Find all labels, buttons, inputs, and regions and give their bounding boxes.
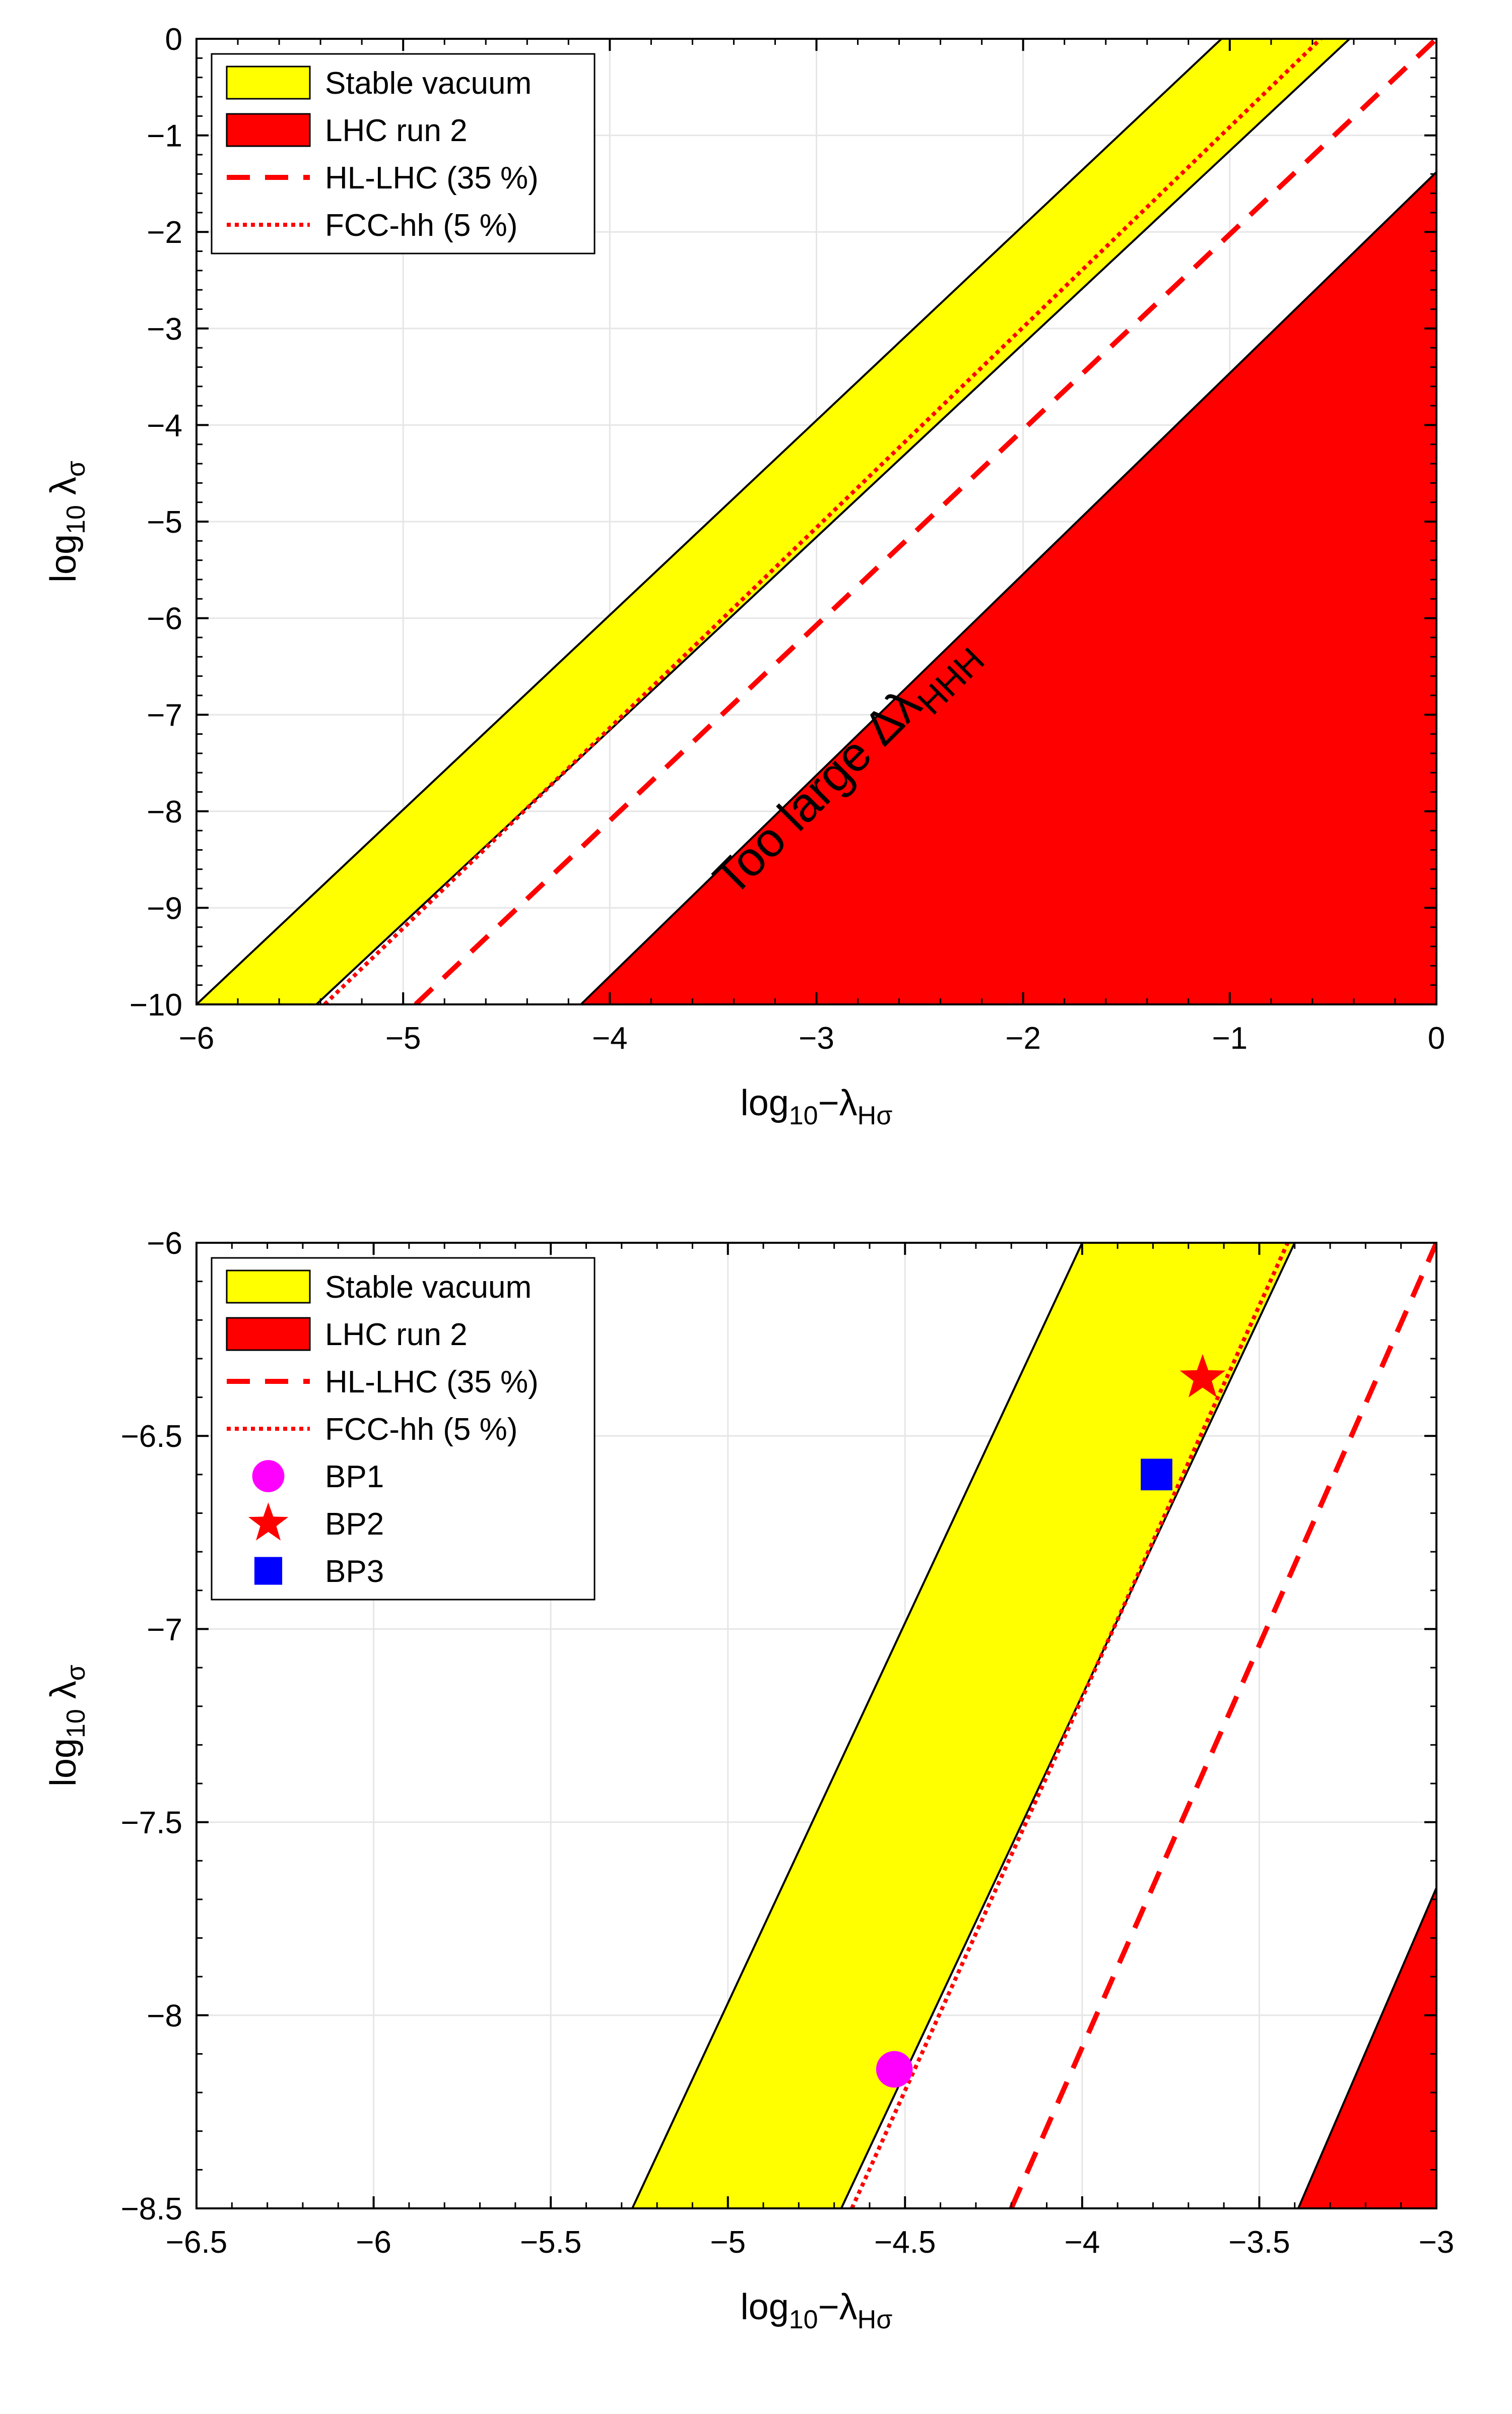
x-tick-label: −3: [1419, 2225, 1455, 2260]
legend-label: BP2: [325, 1507, 384, 1542]
x-tick-label: −1: [1212, 1021, 1247, 1056]
x-axis-label-subscript: Hσ: [858, 1101, 893, 1130]
bottom-chart-panel: −6.5 −6 −5.5 −5 −4.5 −4 −3.5 −3 −8.5 −8 −7.5 −7 −6.5…: [43, 1226, 1454, 2334]
legend: Stable vacuum LHC run 2 HL-LHC (35 %) FCC-h…: [211, 1257, 596, 1601]
fcc-hh-line: [323, 39, 1323, 1004]
y-axis-label: log10 λσ: [43, 461, 91, 583]
y-tick-label: −7: [147, 1612, 182, 1647]
y-tick-label: 0: [165, 22, 182, 57]
x-axis-label: log10−λHσ: [741, 2287, 893, 2334]
legend-marker-star: [248, 1502, 289, 1541]
legend: Stable vacuum LHC run 2 HL-LHC (35 %) FCC-h…: [211, 53, 596, 255]
y-axis-label-lambda: λ: [43, 1681, 84, 1709]
legend-label: BP1: [325, 1459, 384, 1494]
bp3-marker: [1141, 1458, 1172, 1491]
ticks: −6.5 −6 −5.5 −5 −4.5 −4 −3.5 −3 −8.5 −8 −7.5 −7 −6.5…: [121, 1226, 1455, 2260]
y-axis-label-log: log: [43, 1738, 84, 1787]
x-axis-label-log: log: [741, 2287, 789, 2327]
y-axis-label-log: log: [43, 534, 84, 583]
x-tick-label: −5: [385, 1021, 421, 1056]
lhc-run2-region: [1297, 1887, 1436, 2208]
y-tick-label: −6.5: [121, 1419, 182, 1454]
y-tick-label: −4: [147, 408, 182, 443]
legend-swatch: [226, 1269, 311, 1304]
fcc-hh-line: [850, 1243, 1290, 2208]
legend-swatch: [226, 1317, 311, 1351]
x-tick-label: −4.5: [874, 2225, 936, 2260]
x-tick-label: −4: [592, 1021, 628, 1056]
y-tick-label: −6: [147, 602, 182, 637]
y-tick-label: −7: [147, 698, 182, 733]
x-axis-label-subscript: Hσ: [858, 2305, 893, 2334]
y-tick-label: −10: [129, 988, 182, 1023]
y-tick-label: −5: [147, 505, 182, 540]
legend-label: Stable vacuum: [325, 1270, 532, 1305]
legend-label: BP3: [325, 1554, 384, 1589]
legend-label: FCC-hh (5 %): [325, 208, 517, 243]
x-axis-label-sub10: 10: [789, 1101, 818, 1130]
x-axis-label-lambda: −λ: [818, 2287, 858, 2327]
y-tick-label: −9: [147, 891, 182, 926]
x-axis-label-sub10: 10: [789, 2305, 818, 2334]
y-tick-label: −6: [147, 1226, 182, 1261]
y-axis-label-sub10: 10: [61, 505, 91, 534]
axes-frame: [195, 1242, 1437, 2209]
plot-content: [631, 1243, 1436, 2208]
legend-swatch: [226, 113, 311, 147]
top-chart-panel: Too large ΔλHHH−6 −5 −4 −3 −2 −1 0−10−9−8−7−6−…: [43, 22, 1445, 1130]
x-tick-label: −5.5: [520, 2225, 581, 2260]
x-axis-label-log: log: [741, 1083, 789, 1123]
bp1-marker: [876, 2051, 913, 2088]
hl-lhc-line: [1009, 1243, 1436, 2208]
ticks: −6 −5 −4 −3 −2 −1 0−10−9−8−7−6−5−4−3−2−10: [129, 22, 1445, 1056]
legend-swatch: [226, 66, 311, 100]
x-axis-label: log10−λHσ: [741, 1083, 893, 1130]
legend-label: LHC run 2: [325, 1317, 468, 1352]
x-tick-label: −5: [710, 2225, 746, 2260]
x-tick-label: −4: [1065, 2225, 1100, 2260]
x-tick-label: −6: [356, 2225, 391, 2260]
x-tick-label: −2: [1005, 1021, 1041, 1056]
y-axis-label-subscript: σ: [61, 1665, 91, 1681]
plot-content: [196, 39, 1436, 1004]
y-tick-label: −7.5: [121, 1806, 182, 1840]
x-tick-label: −6.5: [166, 2225, 227, 2260]
y-axis-label-sub10: 10: [61, 1709, 91, 1738]
hl-lhc-line: [414, 39, 1436, 1004]
legend-label: HL-LHC (35 %): [325, 1365, 539, 1400]
legend-marker-circle: [252, 1460, 285, 1492]
legend-label: HL-LHC (35 %): [325, 161, 539, 196]
stable-vacuum-region: [631, 1243, 1296, 2208]
stable-vacuum-region: [196, 39, 1351, 1004]
x-tick-label: −3: [799, 1021, 834, 1056]
legend-label: FCC-hh (5 %): [325, 1412, 517, 1447]
y-axis-label: log10 λσ: [43, 1665, 91, 1787]
y-tick-label: −8: [147, 795, 182, 830]
lhc-run2-region: [579, 170, 1436, 1004]
x-tick-label: −6: [179, 1021, 215, 1056]
legend-label: Stable vacuum: [325, 66, 532, 101]
legend-label: LHC run 2: [325, 113, 468, 148]
y-tick-label: −2: [147, 215, 182, 250]
x-tick-label: 0: [1428, 1021, 1445, 1056]
y-tick-label: −3: [147, 312, 182, 347]
x-axis-label-lambda: −λ: [818, 1083, 858, 1123]
y-axis-label-lambda: λ: [43, 477, 84, 505]
y-tick-label: −8: [147, 1999, 182, 2034]
y-axis-label-subscript: σ: [61, 461, 91, 477]
y-tick-label: −1: [147, 119, 182, 154]
legend-marker-square: [254, 1557, 283, 1585]
x-tick-label: −3.5: [1228, 2225, 1290, 2260]
bp2-marker: [1179, 1354, 1226, 1397]
y-tick-label: −8.5: [121, 2192, 182, 2227]
